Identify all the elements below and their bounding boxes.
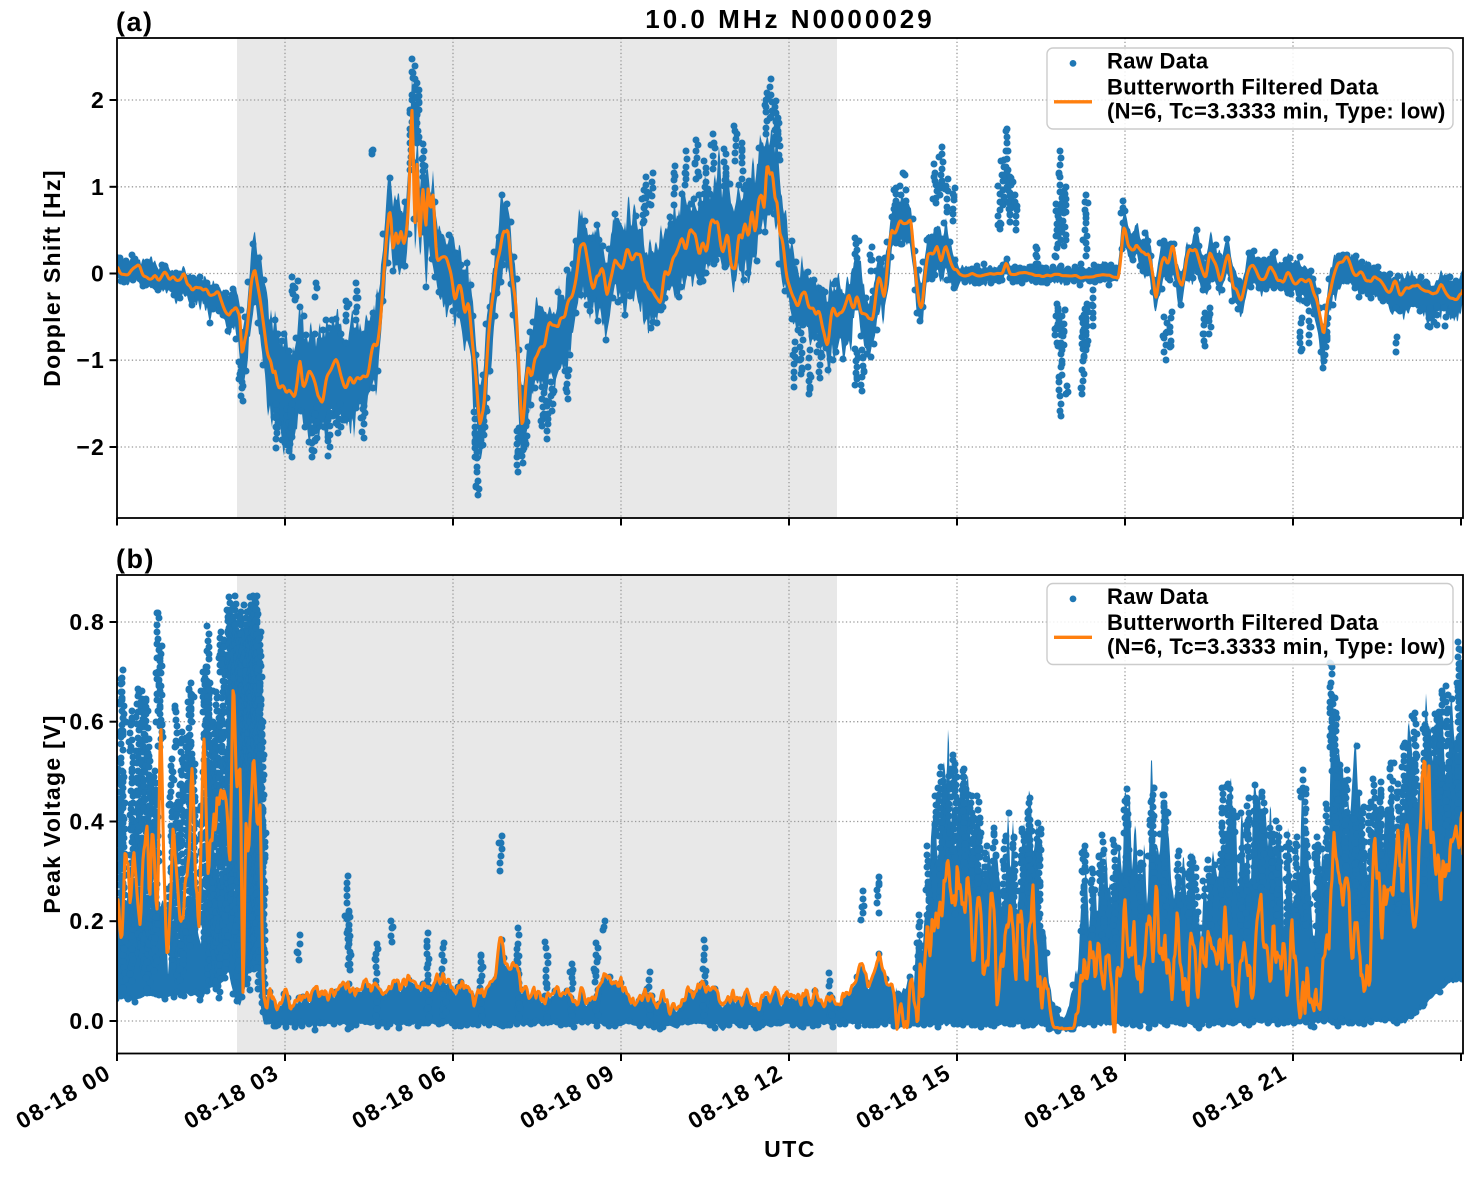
svg-text:−2: −2	[76, 434, 105, 460]
svg-text:−1: −1	[76, 347, 105, 373]
svg-text:0: 0	[91, 261, 105, 287]
svg-text:Doppler Shift [Hz]: Doppler Shift [Hz]	[39, 169, 65, 387]
svg-text:2: 2	[91, 87, 105, 113]
svg-text:1: 1	[91, 174, 105, 200]
